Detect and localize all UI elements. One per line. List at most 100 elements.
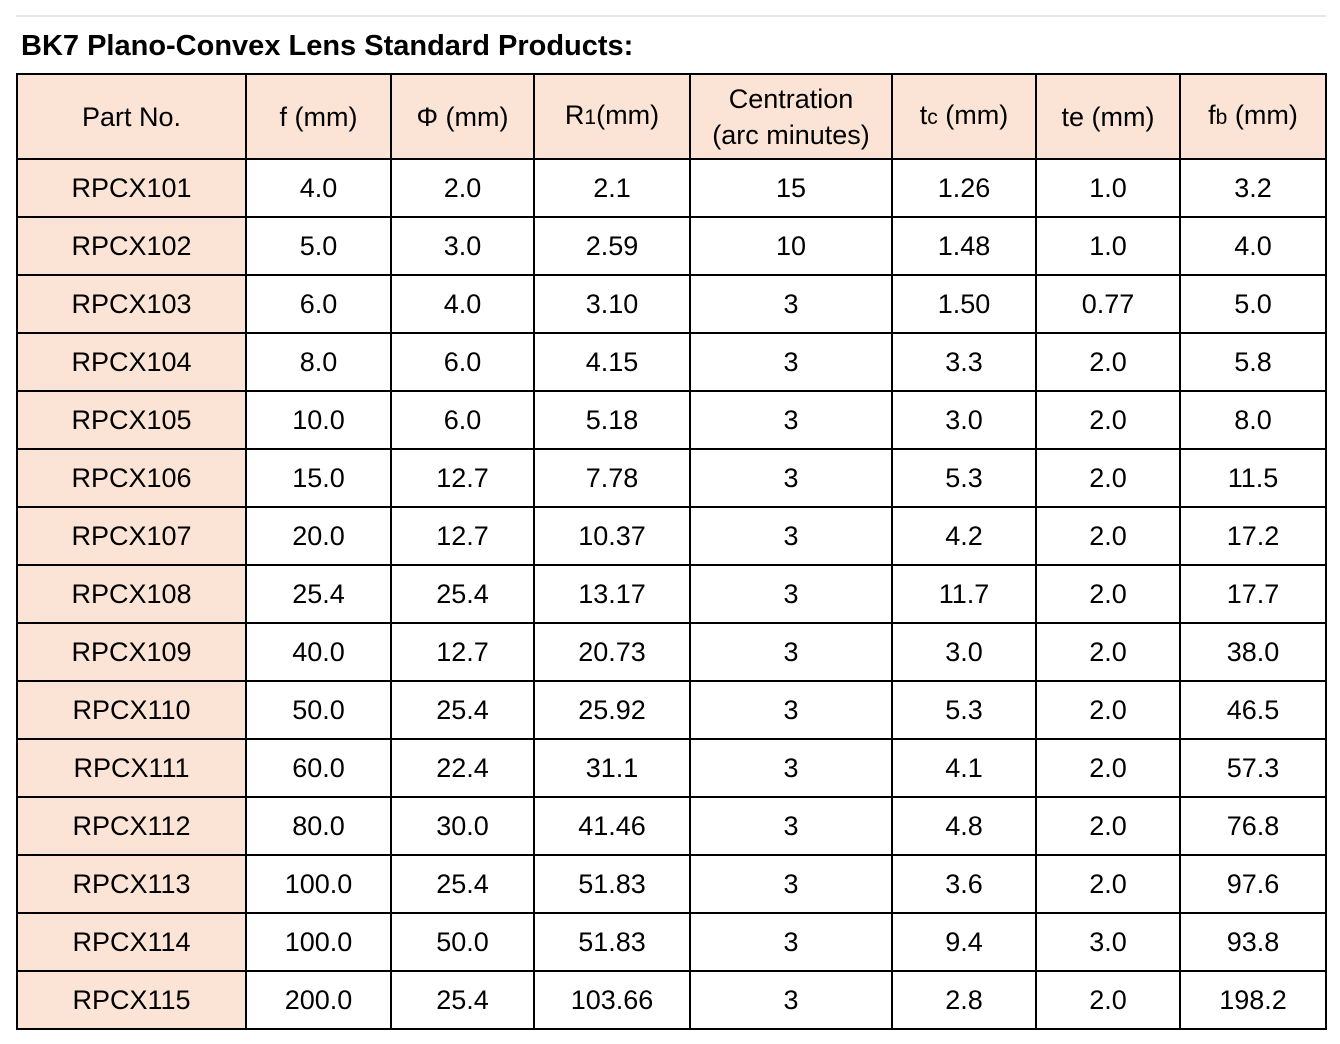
header-diameter: Φ (mm) — [390, 73, 535, 160]
cell-center-thickness: 5.3 — [891, 680, 1037, 740]
cell-centration: 3 — [689, 564, 893, 624]
header-center-thickness: tc (mm) — [891, 73, 1037, 160]
cell-back-focal-length: 4.0 — [1179, 216, 1327, 276]
page-title: BK7 Plano-Convex Lens Standard Products: — [21, 30, 634, 62]
header-center-thickness-unit: (mm) — [937, 100, 1009, 130]
cell-back-focal-length: 11.5 — [1179, 448, 1327, 508]
header-centration: Centration (arc minutes) — [689, 73, 893, 160]
table-row: RPCX113 100.0 25.4 51.83 3 3.6 2.0 97.6 — [16, 854, 1327, 914]
header-edge-thickness-label: te — [1061, 101, 1085, 132]
cell-back-focal-length: 93.8 — [1179, 912, 1327, 972]
header-radius-label: R — [564, 100, 585, 130]
cell-radius: 3.10 — [533, 274, 691, 334]
cell-radius: 5.18 — [533, 390, 691, 450]
cell-radius: 51.83 — [533, 912, 691, 972]
cell-edge-thickness: 2.0 — [1035, 448, 1181, 508]
cell-center-thickness: 3.3 — [891, 332, 1037, 392]
cell-center-thickness: 1.26 — [891, 158, 1037, 218]
cell-back-focal-length: 8.0 — [1179, 390, 1327, 450]
table-row: RPCX109 40.0 12.7 20.73 3 3.0 2.0 38.0 — [16, 622, 1327, 682]
header-focal-length: f (mm) — [245, 73, 392, 160]
cell-focal-length: 8.0 — [245, 332, 392, 392]
header-radius-sub: 1 — [584, 106, 597, 129]
cell-radius: 41.46 — [533, 796, 691, 856]
cell-radius: 31.1 — [533, 738, 691, 798]
header-row: Part No. f (mm) Φ (mm) R1(mm) Centration… — [16, 73, 1327, 160]
header-back-focal-length-label: f — [1208, 100, 1216, 130]
cell-diameter: 50.0 — [390, 912, 535, 972]
cell-center-thickness: 1.48 — [891, 216, 1037, 276]
cell-centration: 3 — [689, 390, 893, 450]
header-centration-unit: (arc minutes) — [712, 119, 870, 150]
cell-focal-length: 60.0 — [245, 738, 392, 798]
cell-edge-thickness: 1.0 — [1035, 216, 1181, 276]
cell-edge-thickness: 2.0 — [1035, 796, 1181, 856]
cell-part-no: RPCX111 — [16, 738, 247, 798]
cell-center-thickness: 2.8 — [891, 970, 1037, 1030]
cell-diameter: 25.4 — [390, 970, 535, 1030]
cell-radius: 51.83 — [533, 854, 691, 914]
cell-back-focal-length: 3.2 — [1179, 158, 1327, 218]
cell-back-focal-length: 17.7 — [1179, 564, 1327, 624]
cell-radius: 2.59 — [533, 216, 691, 276]
header-back-focal-length-sub: b — [1215, 106, 1228, 129]
table-row: RPCX101 4.0 2.0 2.1 15 1.26 1.0 3.2 — [16, 158, 1327, 218]
cell-focal-length: 80.0 — [245, 796, 392, 856]
table-row: RPCX110 50.0 25.4 25.92 3 5.3 2.0 46.5 — [16, 680, 1327, 740]
cell-center-thickness: 3.6 — [891, 854, 1037, 914]
lens-spec-table: Part No. f (mm) Φ (mm) R1(mm) Centration… — [16, 73, 1327, 1030]
cell-edge-thickness: 2.0 — [1035, 738, 1181, 798]
table-row: RPCX107 20.0 12.7 10.37 3 4.2 2.0 17.2 — [16, 506, 1327, 566]
cell-centration: 15 — [689, 158, 893, 218]
cell-edge-thickness: 2.0 — [1035, 506, 1181, 566]
cell-centration: 3 — [689, 622, 893, 682]
cell-back-focal-length: 5.8 — [1179, 332, 1327, 392]
cell-diameter: 25.4 — [390, 854, 535, 914]
table-row: RPCX112 80.0 30.0 41.46 3 4.8 2.0 76.8 — [16, 796, 1327, 856]
table-row: RPCX105 10.0 6.0 5.18 3 3.0 2.0 8.0 — [16, 390, 1327, 450]
cell-back-focal-length: 38.0 — [1179, 622, 1327, 682]
cell-focal-length: 100.0 — [245, 912, 392, 972]
cell-centration: 3 — [689, 970, 893, 1030]
cell-radius: 7.78 — [533, 448, 691, 508]
cell-center-thickness: 9.4 — [891, 912, 1037, 972]
cell-focal-length: 15.0 — [245, 448, 392, 508]
cell-back-focal-length: 5.0 — [1179, 274, 1327, 334]
cell-diameter: 25.4 — [390, 564, 535, 624]
header-diameter-unit: (mm) — [438, 101, 509, 132]
cell-back-focal-length: 17.2 — [1179, 506, 1327, 566]
table-row: RPCX115 200.0 25.4 103.66 3 2.8 2.0 198.2 — [16, 970, 1327, 1030]
header-center-thickness-sub: c — [927, 106, 938, 129]
cell-edge-thickness: 2.0 — [1035, 390, 1181, 450]
cell-diameter: 4.0 — [390, 274, 535, 334]
header-edge-thickness: te (mm) — [1035, 73, 1181, 160]
cell-part-no: RPCX107 — [16, 506, 247, 566]
table-row: RPCX103 6.0 4.0 3.10 3 1.50 0.77 5.0 — [16, 274, 1327, 334]
cell-centration: 3 — [689, 448, 893, 508]
cell-radius: 13.17 — [533, 564, 691, 624]
cell-center-thickness: 4.1 — [891, 738, 1037, 798]
cell-diameter: 6.0 — [390, 332, 535, 392]
table-row: RPCX104 8.0 6.0 4.15 3 3.3 2.0 5.8 — [16, 332, 1327, 392]
cell-centration: 3 — [689, 506, 893, 566]
header-back-focal-length-unit: (mm) — [1227, 100, 1298, 130]
cell-radius: 103.66 — [533, 970, 691, 1030]
header-radius: R1(mm) — [533, 73, 691, 160]
cell-center-thickness: 1.50 — [891, 274, 1037, 334]
cell-part-no: RPCX114 — [16, 912, 247, 972]
table-body: RPCX101 4.0 2.0 2.1 15 1.26 1.0 3.2 RPCX102 5.0 3.… — [16, 158, 1327, 1030]
table-row: RPCX111 60.0 22.4 31.1 3 4.1 2.0 57.3 — [16, 738, 1327, 798]
cell-diameter: 6.0 — [390, 390, 535, 450]
cell-focal-length: 4.0 — [245, 158, 392, 218]
header-part-no: Part No. — [16, 73, 247, 160]
cell-part-no: RPCX109 — [16, 622, 247, 682]
cell-focal-length: 5.0 — [245, 216, 392, 276]
cell-center-thickness: 3.0 — [891, 390, 1037, 450]
cell-center-thickness: 4.2 — [891, 506, 1037, 566]
cell-part-no: RPCX112 — [16, 796, 247, 856]
cell-centration: 3 — [689, 912, 893, 972]
cell-focal-length: 200.0 — [245, 970, 392, 1030]
cell-diameter: 12.7 — [390, 448, 535, 508]
cell-part-no: RPCX108 — [16, 564, 247, 624]
cell-centration: 3 — [689, 274, 893, 334]
